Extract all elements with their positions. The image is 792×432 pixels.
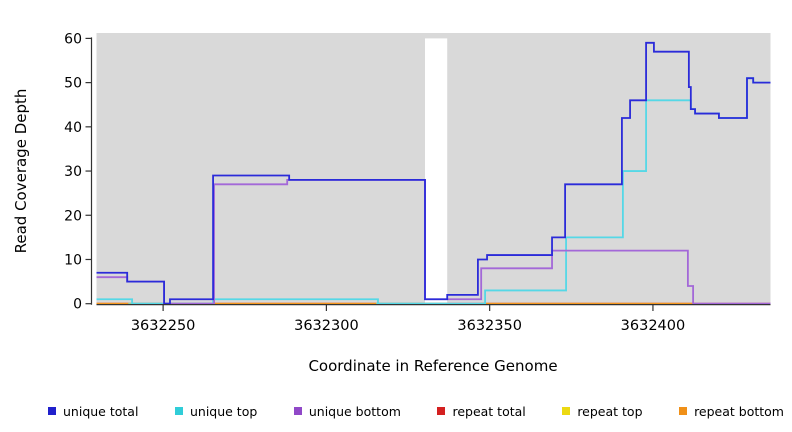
- legend: unique total unique top unique bottom re…: [48, 398, 784, 424]
- y-tick-label: 40: [64, 120, 82, 136]
- x-tick-label: 3632300: [294, 318, 359, 334]
- plot-panel: [96, 33, 771, 305]
- y-tick-label: 10: [64, 252, 82, 268]
- series-lines: [96, 41, 771, 305]
- legend-label: unique total: [63, 403, 139, 419]
- legend-item-repeat-bottom: repeat bottom: [679, 404, 784, 419]
- legend-item-unique-top: unique top: [174, 403, 258, 419]
- legend-swatch-repeat-total: [437, 407, 446, 415]
- y-tick-label: 0: [73, 297, 82, 313]
- x-tick-label: 3632400: [621, 318, 686, 334]
- legend-item-unique-bottom: unique bottom: [293, 403, 401, 419]
- legend-swatch-repeat-top: [562, 407, 571, 415]
- series-unique-total: [96, 41, 771, 305]
- legend-label: unique top: [189, 403, 258, 419]
- y-tick-label: 60: [64, 31, 82, 47]
- legend-label: repeat top: [577, 403, 643, 419]
- y-tick-label: 50: [64, 76, 82, 92]
- y-tick-label: 30: [64, 164, 82, 180]
- legend-swatch-unique-bottom: [293, 407, 302, 415]
- legend-item-repeat-top: repeat top: [562, 403, 643, 419]
- x-tick-label: 3632350: [457, 318, 522, 334]
- y-axis-label: Read Coverage Depth: [12, 89, 30, 254]
- axes: 0 10 20 30 40 50 60 3632250 3632300 3632350 363240…: [64, 31, 771, 334]
- legend-swatch-repeat-bottom: [679, 407, 688, 415]
- legend-label: unique bottom: [308, 403, 401, 419]
- x-axis-label: Coordinate in Reference Genome: [308, 357, 557, 375]
- x-tick-label: 3632250: [131, 318, 196, 334]
- legend-label: repeat bottom: [694, 403, 784, 419]
- no-data-gap-band: [425, 38, 448, 304]
- legend-item-unique-total: unique total: [48, 404, 138, 419]
- legend-item-repeat-total: repeat total: [437, 403, 526, 419]
- y-tick-label: 20: [64, 208, 82, 224]
- legend-swatch-unique-top: [174, 407, 183, 415]
- legend-swatch-unique-total: [48, 407, 56, 415]
- coverage-chart: 0 10 20 30 40 50 60 3632250 3632300 3632350 363240…: [12, 31, 771, 375]
- legend-label: repeat total: [452, 403, 526, 419]
